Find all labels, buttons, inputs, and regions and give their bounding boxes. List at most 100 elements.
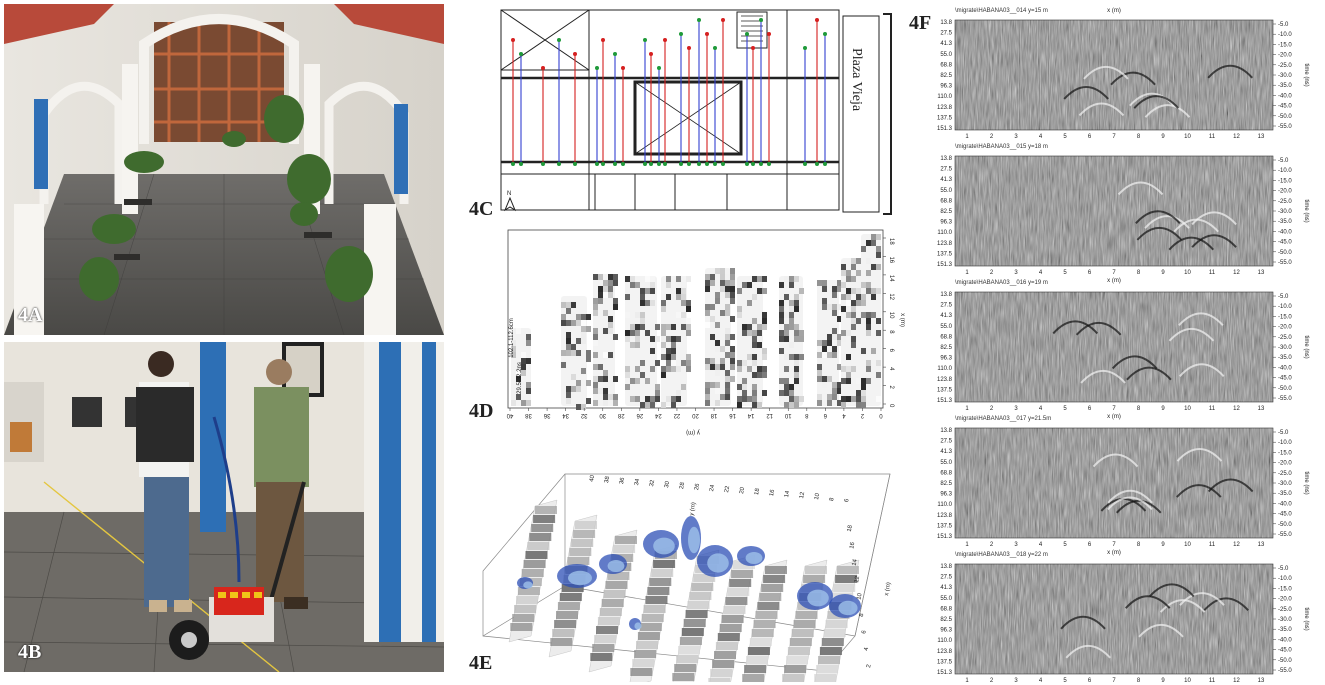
slice-cell [851, 396, 856, 402]
radargram-depth-tick: 123.8 [937, 105, 953, 111]
slice-cell [742, 390, 747, 396]
radargram-depth-tick: 55.0 [940, 324, 952, 330]
slice-cell [846, 354, 851, 360]
slice-cell [784, 366, 789, 372]
profile-end-marker [697, 162, 701, 166]
slice-cell [705, 382, 710, 388]
slice-cell [832, 388, 837, 394]
slice-cell [817, 400, 822, 406]
radargram-x-tick: 6 [1088, 406, 1092, 412]
slice-cell [794, 396, 799, 402]
radargram-time-tick: -55.0 [1278, 396, 1292, 402]
slice-cell [686, 318, 691, 324]
north-arrow: N [503, 191, 517, 212]
block-cell [678, 646, 700, 654]
slice-cell [640, 294, 645, 300]
slice-cell [871, 264, 876, 270]
radargram-depth-tick: 110.0 [937, 502, 952, 508]
radargram-x-tick: 4 [1039, 542, 1043, 548]
radargram-x-tick: 6 [1088, 134, 1092, 140]
slice-cell [725, 280, 730, 286]
block-cell [645, 596, 668, 604]
slice-cell [725, 292, 730, 298]
slice-cell [630, 276, 635, 282]
block-cell [721, 615, 744, 623]
slice-cell [650, 288, 655, 294]
slice-cell [625, 336, 630, 342]
3d-y-axis-label: y (m) [689, 502, 697, 517]
radargram-x-label: x (m) [1107, 278, 1121, 284]
slice-cell [576, 314, 581, 320]
radargram-time-tick: -20.0 [1278, 189, 1292, 195]
hyperbola-reflection [1136, 226, 1183, 241]
hyperbola-reflection [1135, 210, 1181, 224]
slice-cell [832, 304, 837, 310]
radargram-x-tick: 10 [1184, 406, 1191, 412]
hyperbola-reflection [1168, 327, 1215, 342]
slice-cell [661, 360, 666, 366]
radargram-time-tick: -40.0 [1278, 637, 1292, 643]
radargram-time-label: time (ns) [1303, 335, 1309, 358]
slice-cell [789, 378, 794, 384]
slice-cell [856, 258, 861, 264]
slice-cell [784, 276, 789, 282]
slice-cell [635, 282, 640, 288]
slice-cell [837, 316, 842, 322]
block-cell [634, 650, 657, 658]
radargram-x-tick: 1 [965, 270, 969, 276]
slice-cell [516, 370, 521, 376]
slice-cell [832, 310, 837, 316]
radargram-time-tick: -20.0 [1278, 461, 1292, 467]
radargram-time-tick: -35.0 [1278, 355, 1292, 361]
profile-end-marker [557, 162, 561, 166]
slice-cell [817, 370, 822, 376]
slice-cell [608, 328, 613, 334]
profile-end-marker [721, 162, 725, 166]
hyperbola-reflection [1191, 234, 1237, 248]
anomaly-blob-core [707, 553, 729, 573]
radargram-x-tick: 9 [1161, 406, 1165, 412]
profile-start-marker [679, 32, 683, 36]
slice-cell [757, 372, 762, 378]
block-cell [818, 656, 840, 664]
slice-strip [705, 268, 731, 406]
slice-cell [737, 384, 742, 390]
radargram-x-tick: 11 [1209, 406, 1216, 412]
slice-cell [730, 268, 735, 274]
slice-cell [856, 288, 861, 294]
radargram-time-tick: -30.0 [1278, 209, 1292, 215]
radargram-time-tick: -50.0 [1278, 658, 1292, 664]
slice-cell [593, 328, 598, 334]
slice-cell [747, 324, 752, 330]
block-cell [641, 614, 664, 622]
slice-cell [705, 310, 710, 316]
slice-cell [676, 396, 681, 402]
slice-cell [593, 382, 598, 388]
radargram-time-tick: -25.0 [1278, 607, 1292, 613]
block-cell [674, 664, 697, 672]
slice-cell [671, 336, 676, 342]
profile-start-marker [573, 52, 577, 56]
slice-cell [832, 352, 837, 358]
block-cell [567, 557, 590, 565]
radargram-time-tick: -20.0 [1278, 325, 1292, 331]
block-cell [795, 611, 818, 619]
radargram-depth-tick: 123.8 [937, 649, 953, 655]
radargram-depth-tick: 151.3 [937, 534, 953, 540]
profile-start-marker [803, 46, 807, 50]
hyperbola-reflection [1124, 595, 1171, 609]
slice-cell [784, 390, 789, 396]
radargram-x-tick: 5 [1063, 134, 1067, 140]
block-x-tick: 18 [847, 524, 854, 532]
slice-cell [576, 380, 581, 386]
slice-cell [715, 268, 720, 274]
block-cell [691, 583, 714, 591]
slice-cell [710, 364, 715, 370]
slice-cell [561, 314, 566, 320]
slice-cell [625, 384, 630, 390]
profile-start-marker [621, 66, 625, 70]
slice-cell [841, 396, 846, 402]
slice-cell [635, 366, 640, 372]
slice-cell [871, 288, 876, 294]
